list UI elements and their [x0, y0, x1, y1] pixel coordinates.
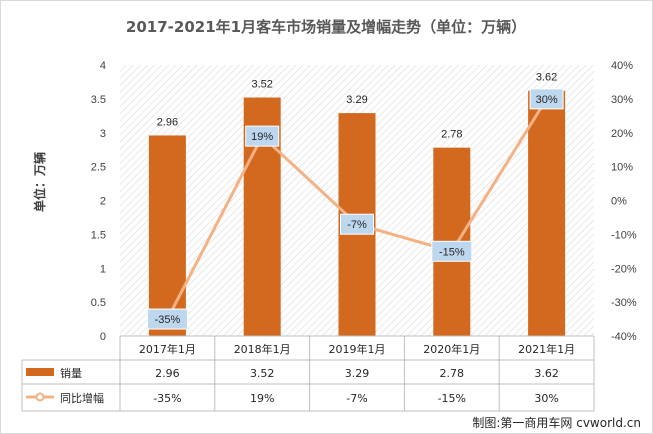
- y2-tick-label: 10%: [611, 162, 633, 174]
- y2-tick-label: -10%: [611, 229, 637, 241]
- table-growth-cell: 19%: [250, 392, 274, 405]
- axes: 0 0.5 1 1.5 2 2.5 3 3.5 4 -40% -30% -20% -10% 0% 10% 20…: [91, 60, 637, 343]
- legend-line-label: 同比增幅: [60, 391, 104, 405]
- y-tick-label: 4: [100, 60, 106, 72]
- table-growth-cell: -15%: [438, 392, 466, 405]
- growth-value-label: 19%: [251, 131, 273, 143]
- bar-value-label: 3.62: [536, 72, 557, 84]
- bar-2017年1月: [148, 135, 186, 336]
- growth-label-box: [529, 88, 564, 110]
- table-sales-cell: 3.62: [534, 367, 559, 380]
- y2-tick-label: 40%: [611, 60, 633, 72]
- table-growth-cell: -7%: [346, 392, 367, 405]
- growth-value-label: -15%: [439, 246, 465, 258]
- y-axis-label: 单位：万辆: [32, 152, 47, 212]
- bar-2021年1月: [528, 90, 566, 337]
- x-category-label: 2019年1月: [329, 342, 386, 356]
- legend-bar-label: 销量: [60, 366, 82, 380]
- growth-value-label: -7%: [347, 219, 367, 231]
- y2-tick-label: -40%: [611, 331, 637, 343]
- y2-tick-label: 20%: [611, 128, 633, 140]
- y-tick-label: 3.5: [91, 94, 106, 106]
- bar-value-label: 3.52: [251, 79, 272, 91]
- chart-title: 2017-2021年1月客车市场销量及增幅走势（单位：万辆）: [126, 18, 526, 36]
- table-growth-cell: 30%: [534, 392, 558, 405]
- table-growth-cell: -35%: [153, 392, 181, 405]
- bar-value-label: 2.96: [157, 116, 178, 128]
- growth-label-box: [245, 125, 280, 147]
- y2-tick-label: -30%: [611, 297, 637, 309]
- growth-value-label: 30%: [536, 94, 558, 106]
- y-tick-label: 0: [100, 331, 106, 343]
- table-sales-cell: 2.78: [440, 367, 465, 380]
- y-tick-label: 0.5: [91, 297, 106, 309]
- y2-tick-label: 30%: [611, 94, 633, 106]
- y-tick-label: 1.5: [91, 229, 106, 241]
- line-series: -35% 19% -7% -15% 30%: [146, 88, 564, 330]
- y2-tick-label: -20%: [611, 263, 637, 275]
- y-tick-label: 2: [100, 196, 106, 208]
- legend-line-marker: [35, 392, 45, 402]
- y-tick-label: 3: [100, 128, 106, 140]
- table-sales-cell: 3.52: [250, 367, 275, 380]
- x-category-label: 2021年1月: [518, 342, 575, 356]
- x-category-label: 2018年1月: [234, 342, 291, 356]
- source-credit: 制图:第一商用车网 cvworld.cn: [472, 415, 641, 430]
- table-sales-cell: 3.29: [345, 367, 370, 380]
- growth-label-box: [146, 308, 188, 330]
- y-tick-label: 2.5: [91, 162, 106, 174]
- legend-bar-swatch: [26, 368, 54, 376]
- y2-tick-label: 0%: [611, 196, 627, 208]
- growth-label-box: [431, 240, 473, 262]
- x-category-label: 2020年1月: [423, 342, 480, 356]
- y-tick-label: 1: [100, 263, 106, 275]
- growth-value-label: -35%: [155, 314, 181, 326]
- x-category-label: 2017年1月: [139, 342, 196, 356]
- growth-label-box: [340, 213, 374, 235]
- data-table: 2017年1月 2.96 -35% 2018年1月 3.52 19% 2019年1月 3.29…: [21, 335, 595, 412]
- table-sales-cell: 2.96: [155, 367, 180, 380]
- bar-value-label: 3.29: [346, 94, 367, 106]
- bar-value-label: 2.78: [441, 129, 462, 141]
